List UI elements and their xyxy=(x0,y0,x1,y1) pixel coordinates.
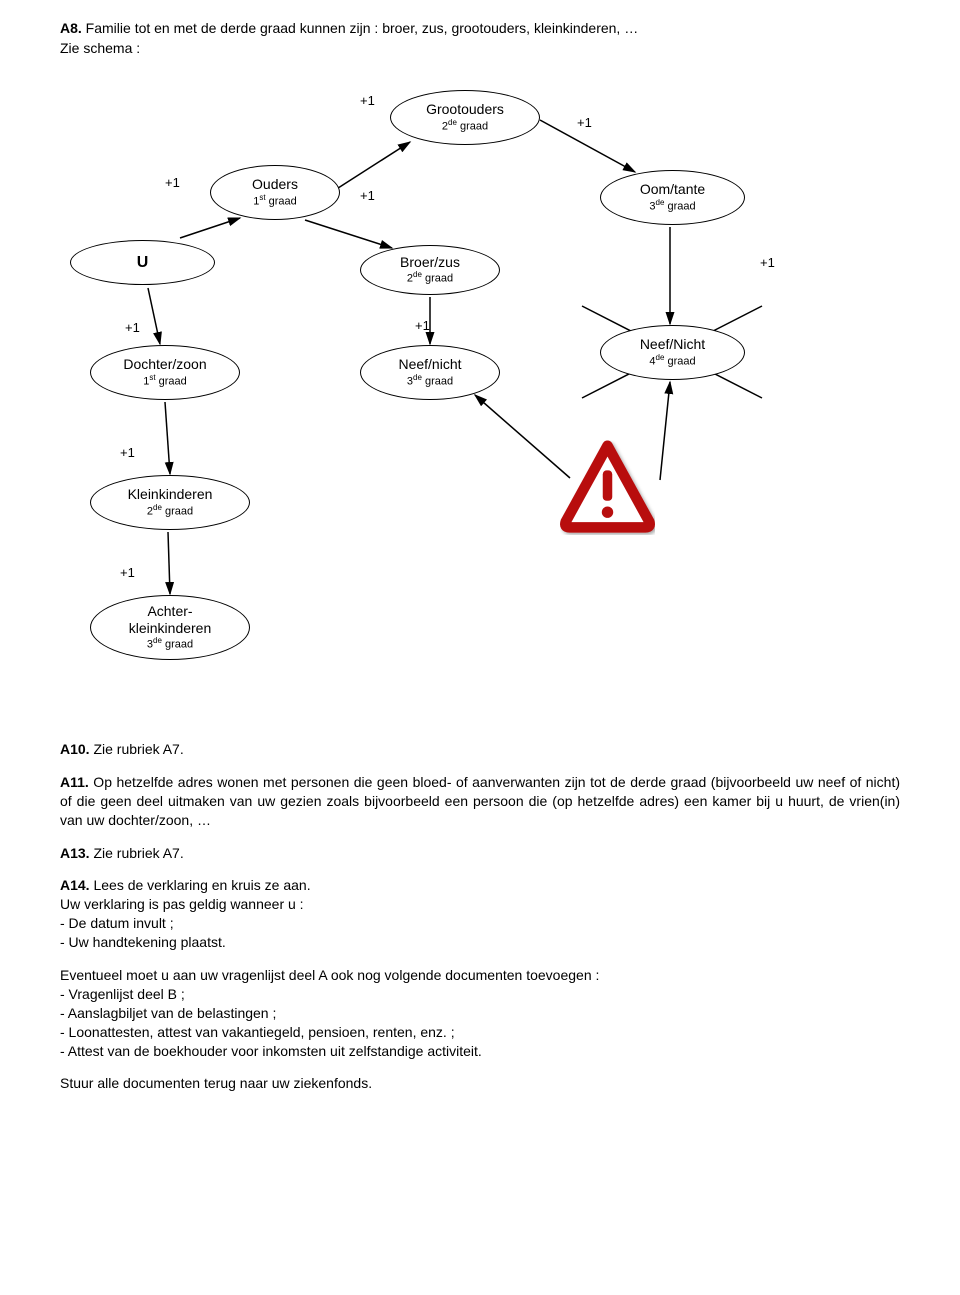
ext2: - Vragenlijst deel B ; xyxy=(60,986,185,1002)
a14-label: A14. xyxy=(60,877,90,893)
a11-label: A11. xyxy=(60,774,89,790)
a8-label: A8. xyxy=(60,20,82,36)
edge-label: +1 xyxy=(125,320,140,335)
node-sublabel: 3de graad xyxy=(147,636,193,652)
a13-line: A13. Zie rubriek A7. xyxy=(60,844,900,863)
a13-text: Zie rubriek A7. xyxy=(90,845,184,861)
edge-label: +1 xyxy=(577,115,592,130)
node-dochterzoon: Dochter/zoon1st graad xyxy=(90,345,240,400)
node-label: U xyxy=(137,253,149,272)
node-sublabel: 3de graad xyxy=(407,373,453,389)
a10-label: A10. xyxy=(60,741,90,757)
a13-label: A13. xyxy=(60,845,90,861)
a14-text: Lees de verklaring en kruis ze aan. xyxy=(90,877,311,893)
a11-text: Op hetzelfde adres wonen met personen di… xyxy=(60,774,900,828)
node-label: Neef/Nicht xyxy=(640,336,705,353)
edge-label: +1 xyxy=(120,445,135,460)
warning-icon xyxy=(560,440,655,535)
node-sublabel: 1st graad xyxy=(143,373,187,389)
node-achterklein: Achter-kleinkinderen3de graad xyxy=(90,595,250,660)
node-sublabel: 2de graad xyxy=(147,503,193,519)
ext1: Eventueel moet u aan uw vragenlijst deel… xyxy=(60,967,599,983)
ext3: - Aanslagbiljet van de belastingen ; xyxy=(60,1005,276,1021)
edge-label: +1 xyxy=(165,175,180,190)
edge-label: +1 xyxy=(415,318,430,333)
node-grootouders: Grootouders2de graad xyxy=(390,90,540,145)
edge-label: +1 xyxy=(360,93,375,108)
node-label: Achter- xyxy=(147,603,192,620)
a11-line: A11. Op hetzelfde adres wonen met person… xyxy=(60,773,900,830)
node-sublabel: 4de graad xyxy=(649,353,695,369)
edge-label: +1 xyxy=(760,255,775,270)
ext-block: Eventueel moet u aan uw vragenlijst deel… xyxy=(60,966,900,1060)
node-label: Broer/zus xyxy=(400,254,460,271)
node-label: Grootouders xyxy=(426,101,504,118)
final-line: Stuur alle documenten terug naar uw ziek… xyxy=(60,1074,900,1093)
zie-schema: Zie schema : xyxy=(60,40,900,56)
ext5: - Attest van de boekhouder voor inkomste… xyxy=(60,1043,482,1059)
edge-label: +1 xyxy=(120,565,135,580)
node-sublabel: 1st graad xyxy=(253,193,297,209)
node-sublabel: 3de graad xyxy=(649,198,695,214)
node-sublabel: 2de graad xyxy=(442,118,488,134)
body-text: A10. Zie rubriek A7. A11. Op hetzelfde a… xyxy=(60,740,900,1093)
ext4: - Loonattesten, attest van vakantiegeld,… xyxy=(60,1024,455,1040)
node-label: kleinkinderen xyxy=(129,620,212,637)
node-label: Kleinkinderen xyxy=(128,486,213,503)
node-label: Dochter/zoon xyxy=(123,356,206,373)
a8-line: A8. Familie tot en met de derde graad ku… xyxy=(60,20,900,36)
node-label: Neef/nicht xyxy=(398,356,461,373)
node-label: Oom/tante xyxy=(640,181,705,198)
node-neefnicht3: Neef/nicht3de graad xyxy=(360,345,500,400)
node-u: U xyxy=(70,240,215,285)
node-oomtante: Oom/tante3de graad xyxy=(600,170,745,225)
a14-l1: Uw verklaring is pas geldig wanneer u : xyxy=(60,896,304,912)
a14-block: A14. Lees de verklaring en kruis ze aan.… xyxy=(60,876,900,952)
node-broerzus: Broer/zus2de graad xyxy=(360,245,500,295)
node-neefnicht4: Neef/Nicht4de graad xyxy=(600,325,745,380)
edge-label: +1 xyxy=(360,188,375,203)
node-label: Ouders xyxy=(252,176,298,193)
a8-text: Familie tot en met de derde graad kunnen… xyxy=(82,20,638,36)
a14-l3: - Uw handtekening plaatst. xyxy=(60,934,226,950)
a10-line: A10. Zie rubriek A7. xyxy=(60,740,900,759)
a10-text: Zie rubriek A7. xyxy=(90,741,184,757)
node-ouders: Ouders1st graad xyxy=(210,165,340,220)
a14-l2: - De datum invult ; xyxy=(60,915,174,931)
node-sublabel: 2de graad xyxy=(407,270,453,286)
family-diagram: Grootouders2de graadOuders1st graadOom/t… xyxy=(60,60,900,730)
node-kleinkinderen: Kleinkinderen2de graad xyxy=(90,475,250,530)
